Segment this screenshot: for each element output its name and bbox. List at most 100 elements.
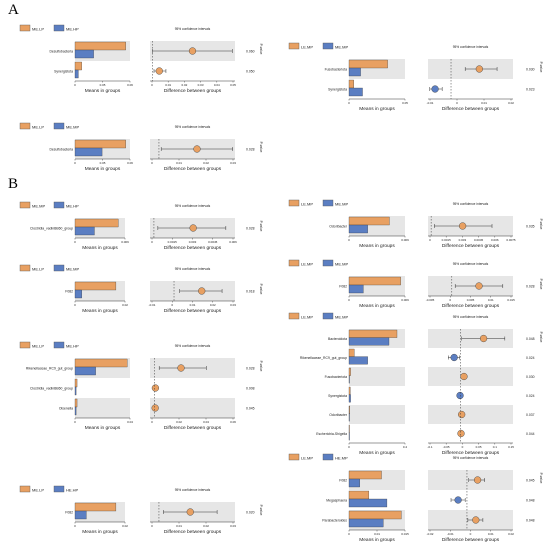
legend-label-4-0: LE.MP [301, 202, 313, 207]
bar-8-0-0 [348, 329, 398, 338]
pvalue-header-0: P-value [259, 44, 263, 55]
diff-tick-label-1-2: 0.01 [481, 101, 487, 105]
legend-swatch-4-0 [288, 199, 300, 207]
diff-point-10-2 [472, 516, 480, 524]
means-tick-label-2-1: 0.05 [100, 161, 106, 165]
diff-tick-label-7-3: 0.06 [230, 420, 236, 424]
legend-label-3-0: ME.MP [32, 204, 45, 209]
legend-swatch-6-0 [288, 259, 300, 267]
diff-axis-title-0: Difference between groups [164, 88, 222, 94]
pvalue-10-1: 0.048 [526, 499, 535, 503]
pvalue-header-2: P-value [259, 142, 263, 153]
pvalue-5-0: 0.018 [246, 290, 255, 294]
legend-swatch-10-1 [322, 453, 334, 461]
pvalue-8-3: 0.024 [526, 394, 535, 398]
bar-3-0-0 [74, 218, 119, 228]
bar-8-0-1 [348, 337, 390, 346]
diff-tick-label-4-5: 0.0075 [506, 238, 516, 242]
diff-tick-label-3-4: 0.006 [229, 240, 237, 244]
diff-tick-label-9-3: 0.03 [230, 524, 236, 528]
means-row-bg-8-2 [349, 367, 405, 386]
bar-8-1-1 [348, 356, 368, 365]
bar-8-2-0 [348, 367, 351, 376]
means-tick-label-0-0: 0 [74, 83, 76, 87]
diff-row-bg-8-4 [428, 405, 513, 424]
bar-8-3-1 [348, 394, 351, 403]
means-tick-label-8-0: 0 [348, 445, 350, 449]
diff-tick-label-0-0: 0 [151, 83, 153, 87]
legend-swatch-4-1 [322, 199, 334, 207]
bar-7-0-0 [74, 358, 128, 368]
pvalue-1-1: 0.023 [526, 88, 535, 92]
means-axis-title-3: Means in groups [82, 245, 118, 251]
pvalue-header-1: P-value [539, 62, 543, 73]
means-tick-label-1-1: 0.05 [402, 101, 408, 105]
legend-swatch-0-1 [53, 24, 65, 32]
legend-label-6-1: ME.MP [335, 262, 348, 267]
legend-swatch-9-1 [53, 485, 65, 493]
pvalue-2-0: 0.028 [246, 148, 255, 152]
means-tick-label-5-1: 0.02 [122, 303, 128, 307]
legend-label-9-0: ME.LP [32, 488, 44, 493]
means-axis-title-5: Means in groups [82, 308, 118, 314]
means-tick-label-2-0: 0 [74, 161, 76, 165]
pvalue-8-4: 0.037 [526, 413, 535, 417]
diff-point-1-1 [431, 85, 439, 93]
bar-8-3-0 [348, 386, 351, 395]
diff-tick-label-9-0: 0 [151, 524, 153, 528]
pvalue-8-0: 0.048 [526, 337, 535, 341]
legend-swatch-8-0 [288, 312, 300, 320]
category-label-8-3: Synergistota [328, 394, 347, 398]
bar-6-0-1 [348, 284, 364, 294]
pvalue-10-0: 0.045 [526, 479, 535, 483]
category-label-6-0: F082 [339, 285, 347, 289]
diff-point-8-5 [457, 429, 465, 438]
diff-tick-label-3-1: 0.0015 [168, 240, 178, 244]
means-tick-label-10-2: 0.015 [401, 532, 409, 536]
bar-0-0-1 [74, 49, 94, 59]
category-label-9-0: F082 [65, 511, 73, 515]
category-label-8-2: Fusobacteriota [325, 375, 348, 379]
pvalue-8-2: 0.030 [526, 375, 535, 379]
category-label-2-0: Desulfobacteria [49, 148, 73, 152]
diff-tick-label-10-4: 0.02 [508, 532, 514, 536]
diff-tick-label-5-3: 0.02 [210, 303, 216, 307]
bar-6-0-0 [348, 276, 401, 286]
legend-label-1-1: ME.MP [335, 45, 348, 50]
diff-tick-label-6-3: 0.01 [488, 298, 494, 302]
pvalue-header-3: P-value [259, 221, 263, 232]
diff-tick-label-10-2: 0 [470, 532, 472, 536]
legend-swatch-7-0 [19, 341, 31, 349]
means-tick-label-8-1: 0.4 [403, 445, 408, 449]
diff-axis-title-3: Difference between groups [164, 245, 222, 251]
legend-swatch-3-1 [53, 201, 65, 209]
legend-label-0-1: ME.HP [66, 27, 79, 32]
diff-point-8-0 [479, 334, 488, 343]
ci-title-8: 95% confidence intervals [453, 315, 489, 319]
pvalue-header-4: P-value [539, 219, 543, 230]
diff-point-8-1 [450, 353, 458, 362]
pvalue-7-0: 0.028 [246, 367, 255, 371]
section-label-b: B [8, 176, 19, 192]
pvalue-1-0: 0.030 [526, 68, 535, 72]
pvalue-10-2: 0.048 [526, 519, 535, 523]
diff-axis-title-2: Difference between groups [164, 166, 222, 172]
pvalue-header-10: P-value [539, 473, 543, 484]
category-label-7-2: Olsenella [59, 407, 73, 411]
pvalue-0-0: 0.060 [246, 50, 255, 54]
means-axis-title-8: Means in groups [359, 450, 395, 456]
means-axis-title-7: Means in groups [85, 425, 121, 431]
means-row-bg-8-4 [349, 405, 405, 424]
ci-title-4: 95% confidence intervals [453, 202, 489, 206]
bar-8-5-1 [348, 432, 350, 441]
bar-10-2-1 [348, 518, 384, 528]
pvalue-header-5: P-value [259, 284, 263, 295]
pvalue-8-1: 0.024 [526, 356, 535, 360]
bar-2-0-0 [74, 139, 126, 149]
diff-tick-label-6-1: 0 [449, 298, 451, 302]
diff-axis-title-6: Difference between groups [442, 303, 500, 309]
category-label-8-0: Bacteroidota [328, 337, 347, 341]
ci-title-3: 95% confidence intervals [175, 204, 211, 208]
diff-tick-label-0-3: 0.03 [198, 83, 204, 87]
